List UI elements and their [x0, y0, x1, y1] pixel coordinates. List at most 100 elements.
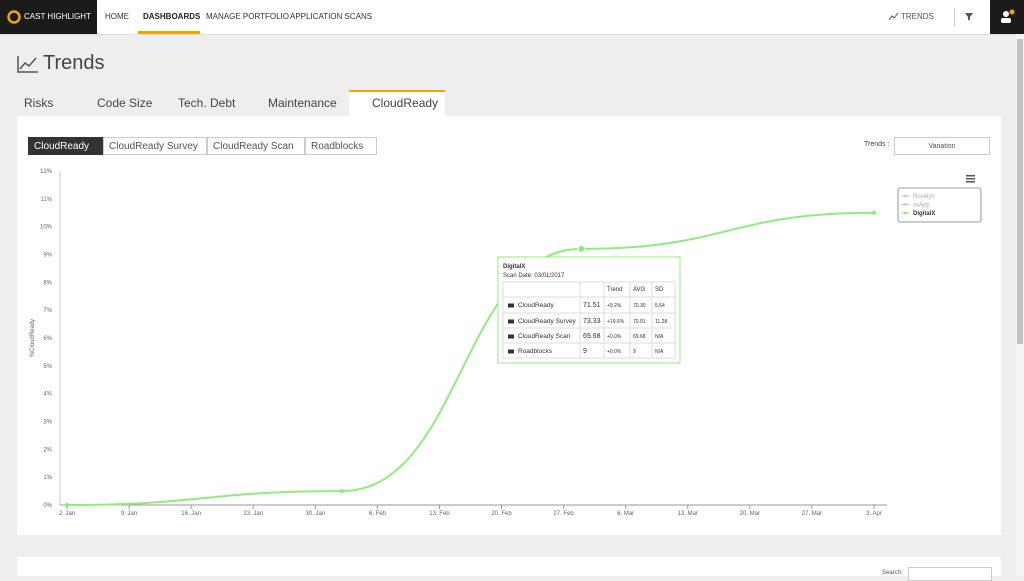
y-tick-label: 11%: [40, 197, 52, 203]
y-tick-label: 10%: [40, 225, 53, 231]
tooltip-title: DigitalX: [503, 264, 525, 270]
table-cell: CloudReady: [518, 302, 555, 309]
legend-dot: [904, 203, 907, 206]
y-tick-label: 7%: [43, 308, 52, 314]
x-tick-label: 23. Jan: [243, 511, 263, 517]
table-cell: 11.28: [655, 319, 667, 325]
tooltip-date: Scan Date: 03/01/2017: [503, 273, 565, 279]
table-cell: +0.0%: [607, 349, 622, 355]
table-cell: 70.91: [633, 319, 646, 325]
logo-icon: [7, 10, 21, 24]
page-icon: [17, 56, 38, 73]
table-cell: +0.0%: [607, 334, 622, 340]
x-tick-label: 16. Jan: [181, 511, 201, 517]
row-icon: [508, 319, 514, 324]
y-axis-label: %CloudReady: [30, 319, 36, 357]
table-header: SD: [655, 287, 664, 293]
x-tick-label: 20. Mar: [740, 511, 760, 517]
table-cell: 9: [633, 349, 636, 355]
x-tick-label: 20. Feb: [491, 511, 512, 517]
tab[interactable]: Maintenance: [268, 96, 337, 110]
table-cell: 73.33: [583, 318, 601, 325]
point: [871, 210, 877, 215]
row-icon: [508, 303, 514, 308]
legend-box: [897, 187, 982, 223]
table-header: Trend: [607, 287, 622, 293]
top-nav: CAST HIGHLIGHT HOME DASHBOARDS MANAGE PO…: [0, 0, 1024, 35]
logo[interactable]: CAST HIGHLIGHT: [0, 0, 97, 34]
x-tick-label: 6. Mar: [617, 511, 634, 517]
x-tick-label: 3. Apr: [866, 511, 882, 517]
subtab[interactable]: CloudReady Survey: [103, 137, 207, 155]
table-cell: +9.2%: [607, 303, 622, 309]
legend-dot: [904, 211, 907, 215]
subtab[interactable]: CloudReady Scan: [207, 137, 305, 155]
y-tick-label: 1%: [43, 475, 52, 481]
table-cell: CloudReady Scan: [518, 333, 571, 340]
x-tick-label: 27. Mar: [802, 511, 822, 517]
trends-select[interactable]: Variation: [894, 137, 990, 155]
table-cell: 70.30: [633, 303, 646, 309]
table-cell: 69.68: [633, 334, 646, 340]
active-tab-bg: [349, 90, 445, 117]
subtab[interactable]: CloudReady: [28, 137, 103, 155]
subtab[interactable]: Roadblocks: [305, 137, 377, 155]
nav-item[interactable]: MANAGE PORTFOLIO: [206, 12, 289, 21]
trends-label: Trends :: [864, 141, 890, 148]
series-line: [66, 211, 875, 506]
y-tick-label: 2%: [43, 447, 52, 453]
user-button[interactable]: [990, 0, 1024, 34]
nav-item[interactable]: HOME: [105, 12, 129, 21]
table-cell: Roadblocks: [518, 348, 553, 355]
table-cell: +19.6%: [607, 319, 625, 325]
x-tick-label: 13. Feb: [429, 511, 450, 517]
page-title: Trends: [43, 52, 105, 74]
tab[interactable]: CloudReady: [372, 96, 439, 110]
table-cell: CloudReady Survey: [518, 318, 577, 325]
tab[interactable]: Tech. Debt: [178, 96, 236, 110]
filter-icon[interactable]: [965, 13, 973, 20]
legend-item: DigitalX: [913, 211, 935, 217]
tab[interactable]: Risks: [24, 96, 54, 110]
x-tick-label: 30. Jan: [305, 511, 325, 517]
active-indicator: [138, 31, 200, 34]
y-tick-label: 9%: [43, 253, 52, 259]
divider: [954, 8, 955, 26]
y-tick-label: 8%: [43, 280, 52, 286]
table-cell: N/A: [655, 334, 664, 340]
row-icon: [508, 349, 514, 354]
table-cell: N/A: [655, 349, 664, 355]
scrollbar: [1016, 34, 1024, 576]
y-tick-label: 0%: [43, 503, 52, 509]
point: [577, 244, 586, 253]
tooltip: DigitalX Scan Date: 03/01/2017 Trend AVG SD C…: [497, 256, 681, 364]
y-tick-label: 12%: [40, 169, 53, 175]
tooltip-table: [502, 281, 676, 359]
nav-item[interactable]: APPLICATION SCANS: [290, 12, 373, 21]
tab[interactable]: Code Size: [97, 96, 153, 110]
y-tick-label: 4%: [43, 392, 52, 398]
trends-menu[interactable]: TRENDS: [901, 12, 934, 21]
scroll-thumb[interactable]: [1017, 39, 1023, 344]
legend-item: Roselyn: [913, 194, 935, 200]
nav-item[interactable]: DASHBOARDS: [143, 12, 201, 21]
row-icon: [508, 334, 514, 339]
search-label: Search:: [882, 570, 903, 576]
legend-item: csApp: [913, 203, 930, 209]
table-cell: 69.68: [583, 333, 601, 340]
trend-icon: [888, 12, 899, 21]
legend-dot: [904, 194, 907, 198]
panel: [17, 557, 1001, 576]
x-tick-label: 2. Jan: [59, 511, 75, 517]
table-header: AVG: [633, 287, 646, 293]
tooltip-box: [497, 256, 681, 364]
table-cell: 5.64: [655, 303, 665, 309]
y-tick-label: 5%: [43, 364, 52, 370]
x-tick-label: 13. Mar: [678, 511, 698, 517]
x-tick-label: 27. Feb: [553, 511, 574, 517]
table-cell: 9: [583, 348, 587, 355]
menu-icon[interactable]: [966, 175, 975, 183]
point: [64, 502, 70, 508]
